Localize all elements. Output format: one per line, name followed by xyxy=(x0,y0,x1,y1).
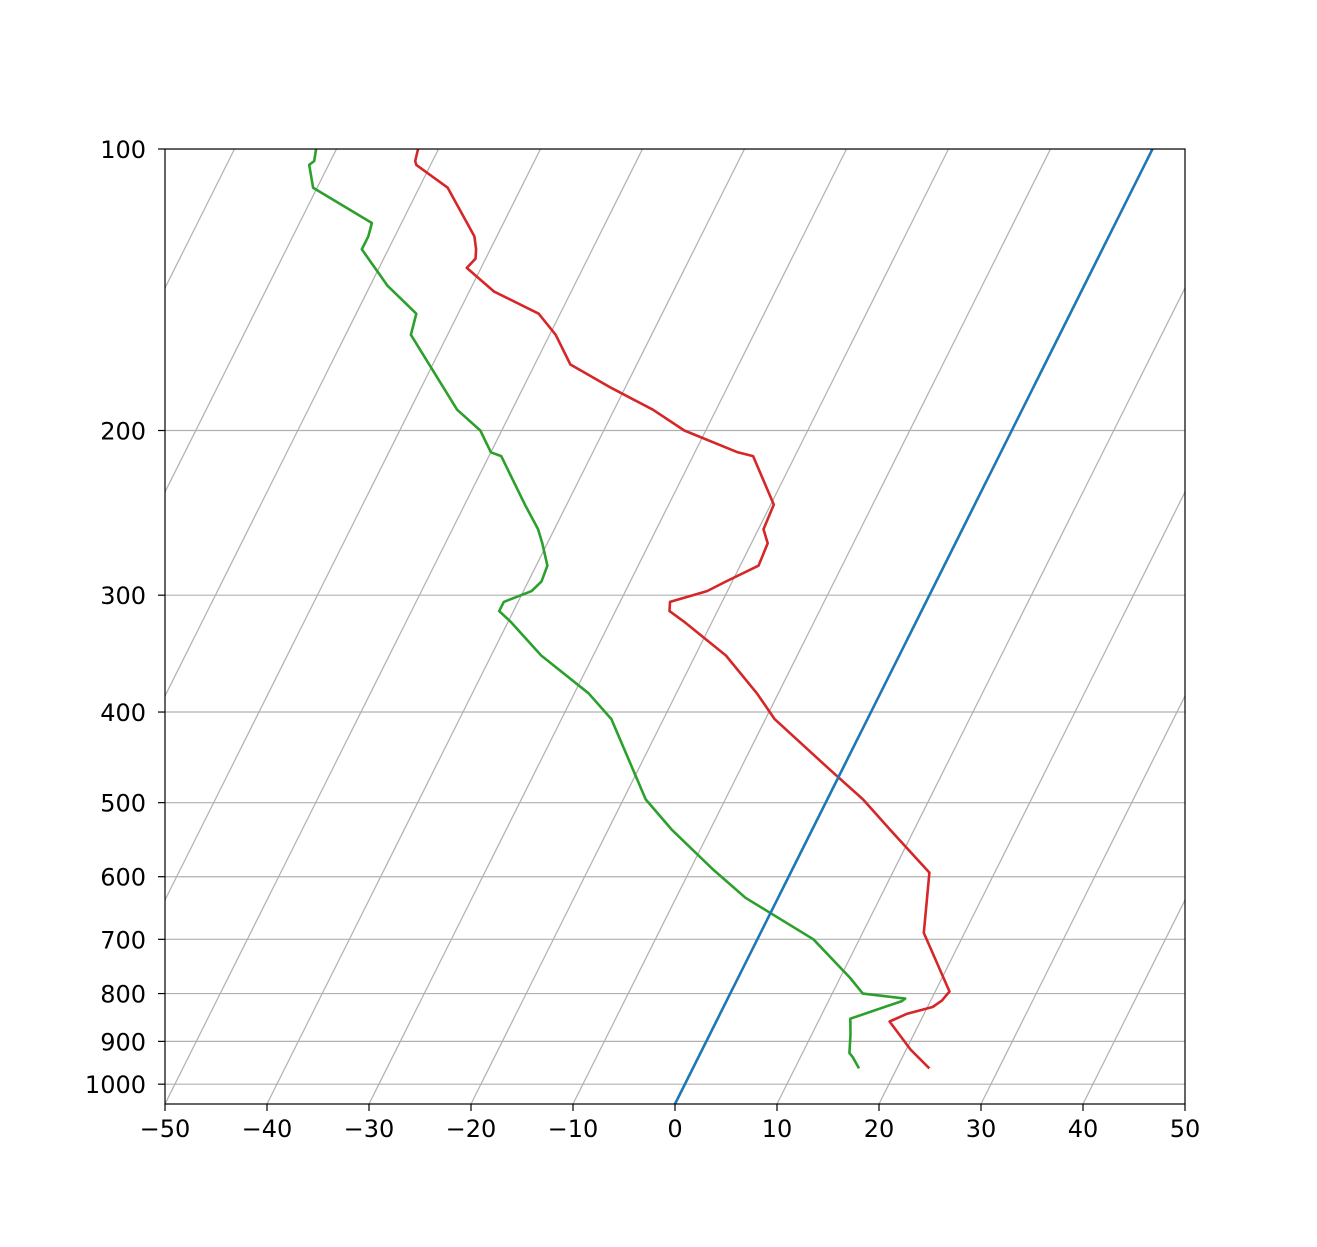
y-tick-label: 800 xyxy=(100,981,146,1009)
series-layer xyxy=(307,149,1154,1104)
isotherm-gridline xyxy=(980,694,1185,1104)
x-tick-label: 10 xyxy=(762,1115,793,1143)
x-tick-label: −40 xyxy=(242,1115,293,1143)
isotherm-gridline xyxy=(1082,898,1185,1104)
x-tick-label: −10 xyxy=(548,1115,599,1143)
x-tick-label: 50 xyxy=(1170,1115,1201,1143)
series-line-0 xyxy=(413,149,951,1070)
y-tick-label: 200 xyxy=(100,418,146,446)
x-tick-label: 0 xyxy=(667,1115,682,1143)
y-tick-label: 1000 xyxy=(85,1071,146,1099)
isotherm-gridline xyxy=(165,149,542,902)
series-line-1 xyxy=(307,149,907,1070)
y-tick-label: 600 xyxy=(100,864,146,892)
plot-frame xyxy=(164,148,1186,1105)
y-tick-label: 400 xyxy=(100,699,146,727)
isotherm-gridline xyxy=(266,149,746,1104)
y-tick-label: 900 xyxy=(100,1028,146,1056)
isotherm-gridline xyxy=(165,149,644,1104)
isotherm-gridline xyxy=(572,149,1052,1104)
y-tick-label: 500 xyxy=(100,790,146,818)
x-tick-label: 20 xyxy=(864,1115,895,1143)
y-tick-label: 100 xyxy=(100,136,146,164)
isotherm-gridline xyxy=(470,149,950,1104)
y-tick-label: 300 xyxy=(100,582,146,610)
isotherm-gridline xyxy=(0,149,31,1104)
x-tick-label: −30 xyxy=(344,1115,395,1143)
x-tick-label: −50 xyxy=(140,1115,191,1143)
isotherm-gridline xyxy=(165,149,440,698)
tick-layer: −50 −40 −30 −20 −10 0 10 20 30 40 50 100 200 300 400 50… xyxy=(85,136,1200,1143)
isotherm-gridline xyxy=(368,149,848,1104)
series-line-2 xyxy=(673,149,1154,1104)
x-tick-label: 40 xyxy=(1068,1115,1099,1143)
y-tick-label: 700 xyxy=(100,926,146,954)
isotherm-gridline xyxy=(165,149,338,494)
x-tick-label: 30 xyxy=(966,1115,997,1143)
x-tick-label: −20 xyxy=(446,1115,497,1143)
isotherm-gridline xyxy=(878,490,1185,1104)
isotherm-gridline xyxy=(0,149,133,1104)
isotherm-gridline xyxy=(776,286,1185,1104)
grid-layer xyxy=(0,149,1185,1104)
